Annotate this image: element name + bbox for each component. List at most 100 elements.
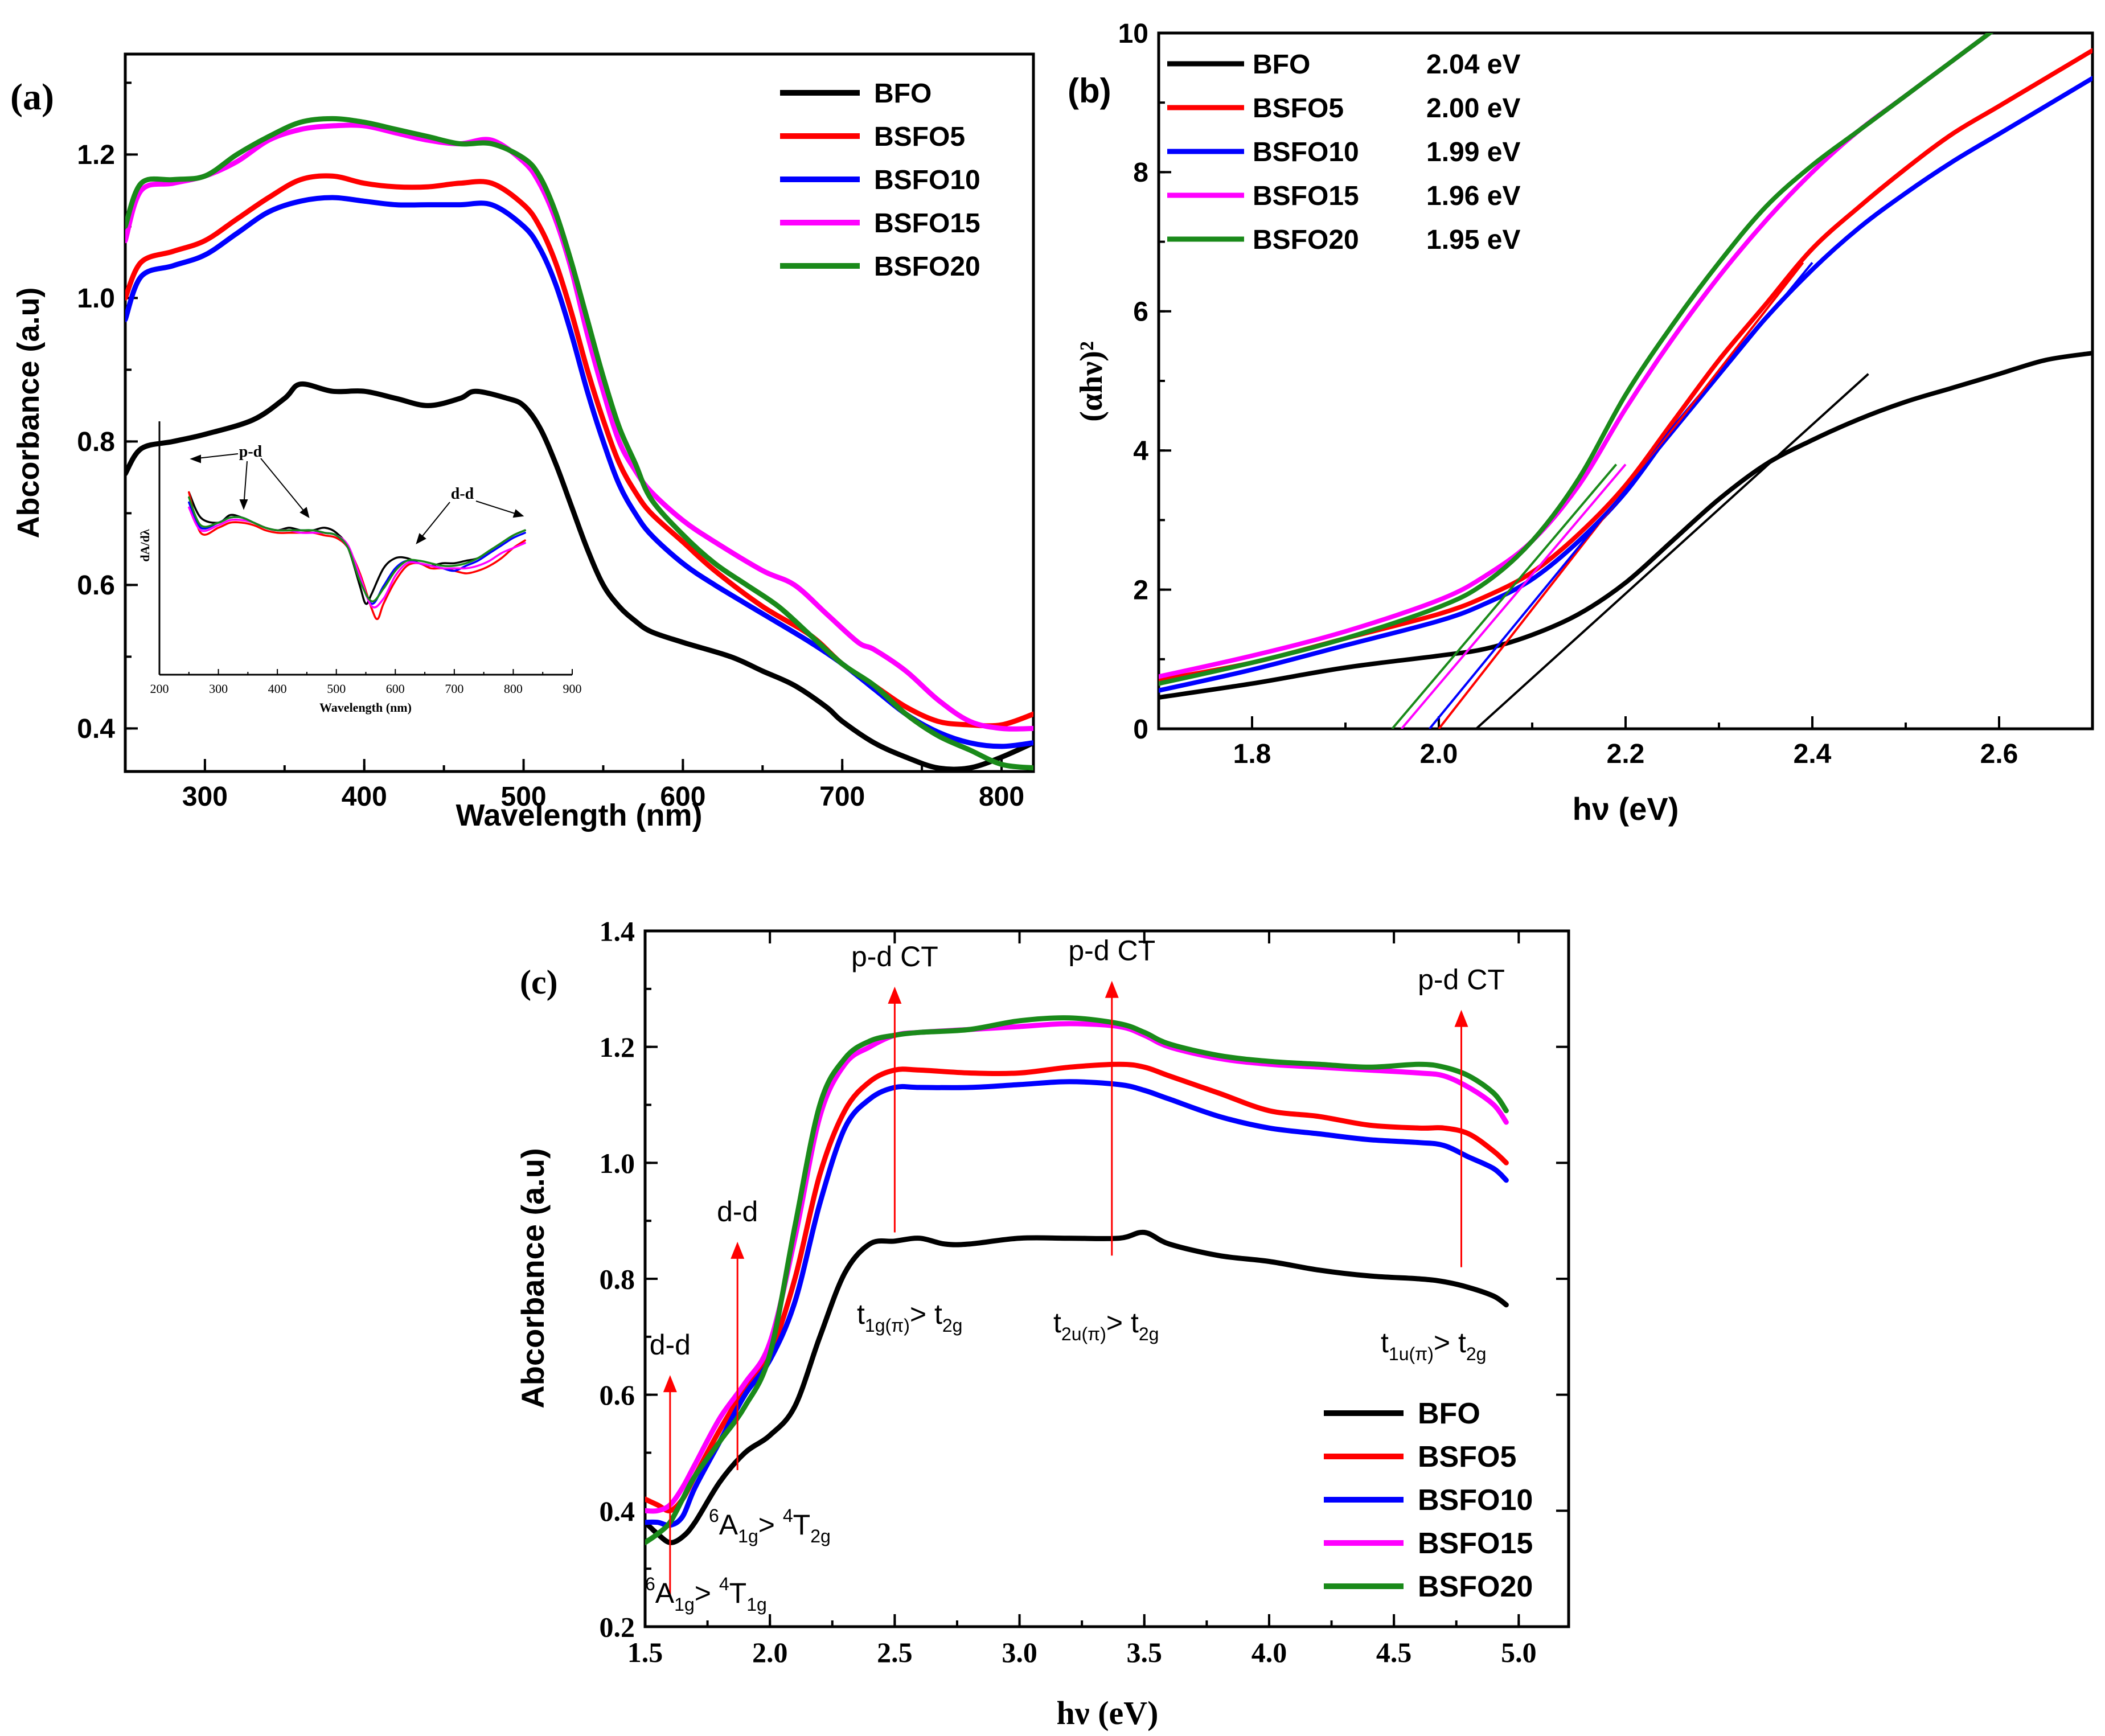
x-tick-label: 3.5 xyxy=(1127,1636,1163,1668)
annotation-text-part: 1g xyxy=(746,1594,767,1615)
x-tick-label: 800 xyxy=(979,782,1024,812)
y-tick-label: 2 xyxy=(1133,575,1148,605)
x-tick-label: 3.0 xyxy=(1002,1636,1037,1668)
annotation-text-part: 2g xyxy=(810,1526,831,1546)
series-line-bfo xyxy=(188,491,526,605)
x-tick-label: 2.6 xyxy=(1980,739,2018,769)
annotation-bottom-0: 6A1g> 4T1g xyxy=(645,1574,767,1615)
annotation-text-part: t xyxy=(1381,1327,1389,1359)
panel-c-ticks: 1.5 2.0 2.5 3.0 3.5 4.0 4.5 5.0 0.2 0.4 0.6 0.8 1.0 1… xyxy=(600,916,1569,1668)
annotation-bottom-1: 6A1g> 4T2g xyxy=(709,1505,831,1546)
inset-annotation-pd: p-d xyxy=(239,443,262,461)
inset-x-tick-label: 900 xyxy=(563,682,582,696)
legend-gap-value-bsfo20: 1.95 eV xyxy=(1426,225,1520,255)
annotation-text-part: 2g xyxy=(942,1315,963,1336)
annotation-text-part: A xyxy=(655,1577,675,1609)
annotation-text-part: 1g xyxy=(738,1526,758,1546)
y-tick-label: 0.4 xyxy=(600,1495,635,1527)
series-line-bfo xyxy=(645,1229,1509,1545)
annotation-text-part: 2g xyxy=(1466,1344,1487,1364)
x-tick-label: 5.0 xyxy=(1501,1636,1537,1668)
annotation-text-part: 6 xyxy=(645,1574,655,1594)
panel-c-xlabel: hν (eV) xyxy=(1057,1694,1159,1731)
annotation-text-part: > t xyxy=(1106,1307,1139,1339)
panel-b-legend: BFO 2.04 eV BSFO5 2.00 eV BSFO10 1.99 eV BSFO1… xyxy=(1167,50,1520,255)
panel-a-legend: BFO BSFO5 BSFO10 BSFO15 BSFO20 xyxy=(780,79,980,282)
annotation-text-part: 1g xyxy=(674,1594,695,1615)
panel-c-legend: BFO BSFO5 BSFO10 BSFO15 BSFO20 xyxy=(1324,1397,1533,1603)
panel-b: 1.8 2.0 2.2 2.4 2.6 0 2 4 6 8 10 (b) hν (eV) (αhν)… xyxy=(1068,19,2094,827)
annotation-top-0: d-d xyxy=(650,1329,691,1361)
panel-b-ticks: 1.8 2.0 2.2 2.4 2.6 0 2 4 6 8 10 xyxy=(1118,19,2094,769)
annotation-arrowhead-4 xyxy=(1454,1009,1468,1027)
legend-gap-value-bsfo15: 1.96 eV xyxy=(1426,181,1520,211)
legend-label-bsfo10: BSFO10 xyxy=(874,165,980,195)
legend-label-bfo: BFO xyxy=(1418,1397,1480,1430)
annotation-text-part: 1g(π) xyxy=(865,1315,910,1336)
x-tick-label: 300 xyxy=(182,782,228,812)
legend-gap-value-bfo: 2.04 eV xyxy=(1426,50,1520,80)
y-tick-label: 1.2 xyxy=(600,1031,635,1063)
series-line-bfo xyxy=(125,381,1033,771)
series-line-bsfo15 xyxy=(1159,33,1994,679)
legend-label-bfo: BFO xyxy=(1253,50,1310,80)
fit-line-bsfo20 xyxy=(1391,463,1618,729)
inset-x-tick-label: 400 xyxy=(268,682,287,696)
series-line-bsfo5 xyxy=(188,491,526,621)
series-line-bsfo5 xyxy=(1159,48,2092,683)
x-tick-label: 2.0 xyxy=(752,1636,788,1668)
panel-a-label: (a) xyxy=(10,76,54,118)
panel-b-label: (b) xyxy=(1068,72,1111,110)
y-tick-label: 1.0 xyxy=(77,284,115,314)
inset-annotation-arrows xyxy=(190,453,524,545)
legend-label-bsfo10: BSFO10 xyxy=(1418,1484,1533,1517)
annotation-bottom-4: t1u(π)> t2g xyxy=(1381,1327,1486,1364)
y-tick-label: 0.8 xyxy=(600,1263,635,1295)
y-tick-label: 8 xyxy=(1133,158,1148,188)
y-tick-label: 0.6 xyxy=(77,571,115,601)
legend-gap-value-bsfo10: 1.99 eV xyxy=(1426,137,1520,167)
fit-line-bsfo10 xyxy=(1429,261,1813,729)
annotation-text-part: A xyxy=(719,1509,738,1541)
inset-series xyxy=(188,491,526,621)
annotation-text-part: 4 xyxy=(719,1574,729,1594)
annotation-top-3: p-d CT xyxy=(1068,935,1155,967)
y-tick-label: 0.2 xyxy=(600,1611,635,1643)
series-line-bsfo20 xyxy=(125,116,1033,771)
inset-annotation-dd: d-d xyxy=(451,485,474,503)
y-tick-label: 6 xyxy=(1133,297,1148,327)
y-tick-label: 10 xyxy=(1118,19,1148,49)
annotation-top-1: d-d xyxy=(717,1196,758,1228)
annotation-text-part: t xyxy=(1053,1307,1061,1339)
series-line-bsfo20 xyxy=(645,1015,1509,1545)
panel-a-series xyxy=(125,116,1033,771)
y-tick-label: 0 xyxy=(1133,715,1148,745)
annotation-arrowhead-3 xyxy=(1105,980,1119,998)
x-tick-label: 2.2 xyxy=(1607,739,1645,769)
annotation-bottom-2: t1g(π)> t2g xyxy=(857,1298,962,1336)
fit-line-bsfo15 xyxy=(1400,463,1627,729)
legend-label-bsfo15: BSFO15 xyxy=(1253,181,1359,211)
legend-label-bsfo5: BSFO5 xyxy=(1253,93,1344,124)
x-tick-label: 4.0 xyxy=(1251,1636,1287,1668)
series-line-bsfo20 xyxy=(188,496,526,602)
legend-label-bsfo20: BSFO20 xyxy=(1418,1570,1533,1603)
inset-x-tick-label: 800 xyxy=(504,682,523,696)
legend-label-bsfo20: BSFO20 xyxy=(1253,225,1359,255)
fit-line-bfo xyxy=(1475,373,1869,729)
inset-x-tick-label: 600 xyxy=(386,682,405,696)
x-tick-label: 500 xyxy=(501,782,547,812)
series-line-bsfo15 xyxy=(125,122,1033,732)
annotation-text-part: 4 xyxy=(783,1505,793,1526)
annotation-text-part: > t xyxy=(910,1298,942,1330)
panel-c: 1.5 2.0 2.5 3.0 3.5 4.0 4.5 5.0 0.2 0.4 0.6 0.8 1.0 1… xyxy=(515,916,1570,1731)
annotation-arrowhead-2 xyxy=(888,986,902,1004)
legend-label-bsfo5: BSFO5 xyxy=(1418,1440,1516,1474)
x-tick-label: 4.5 xyxy=(1376,1636,1412,1668)
legend-label-bfo: BFO xyxy=(874,79,932,109)
series-line-bsfo5 xyxy=(645,1061,1509,1513)
y-tick-label: 0.6 xyxy=(600,1379,635,1411)
annotation-top-2: p-d CT xyxy=(851,941,938,972)
panel-b-xlabel: hν (eV) xyxy=(1573,791,1679,827)
